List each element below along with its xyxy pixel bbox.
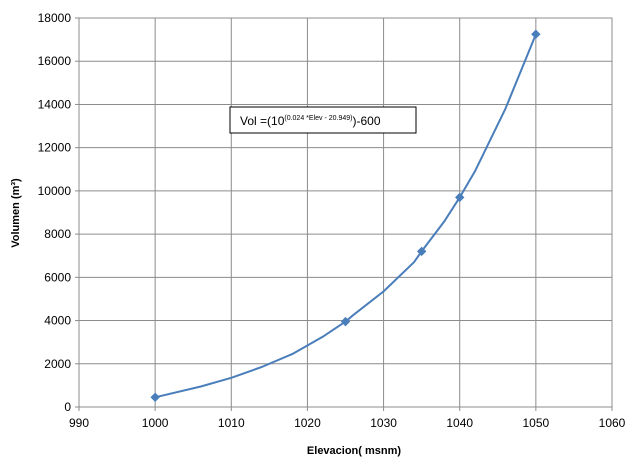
data-point-marker xyxy=(150,392,160,402)
y-tick-label: 18000 xyxy=(38,11,72,25)
x-tick-label: 1040 xyxy=(446,416,473,430)
y-tick-label: 10000 xyxy=(38,184,72,198)
y-tick-label: 16000 xyxy=(38,54,72,68)
grid xyxy=(78,17,613,408)
data-point-marker xyxy=(455,192,465,203)
series-line xyxy=(154,33,537,399)
series-volume xyxy=(154,33,537,399)
x-tick-label: 990 xyxy=(69,416,89,430)
x-tick-label: 1060 xyxy=(599,416,626,430)
plot-border xyxy=(78,17,613,408)
series-markers xyxy=(150,29,541,402)
y-tick-label: 0 xyxy=(64,400,71,414)
y-tick-label: 2000 xyxy=(44,357,71,371)
x-tick-label: 1050 xyxy=(523,416,550,430)
y-tick-label: 14000 xyxy=(38,97,72,111)
y-tick-label: 4000 xyxy=(44,314,71,328)
data-point-marker xyxy=(416,246,427,257)
y-axis-ticks: 0 2000 4000 6000 8000 10000 12000 14000 16000 180… xyxy=(38,11,79,414)
y-tick-label: 6000 xyxy=(44,270,71,284)
data-point-marker xyxy=(340,316,351,327)
data-point-marker xyxy=(531,29,541,39)
x-tick-label: 1000 xyxy=(142,416,169,430)
annotation-box xyxy=(229,106,417,134)
equation-annotation: Vol =(10(0.024 *Elev - 20.949))-600 xyxy=(229,106,417,134)
x-tick-label: 1020 xyxy=(294,416,321,430)
y-tick-label: 8000 xyxy=(44,227,71,241)
x-axis-ticks: 990 1000 1010 1020 1030 1040 1050 1060 xyxy=(69,407,626,430)
y-tick-label: 12000 xyxy=(38,141,72,155)
plot-area xyxy=(78,17,613,408)
x-tick-label: 1030 xyxy=(370,416,397,430)
x-axis-title: Elevacion( msnm) xyxy=(307,445,401,457)
x-tick-label: 1010 xyxy=(218,416,245,430)
y-axis-title: Volumen (m³) xyxy=(10,178,22,248)
annotation-text: Vol =(10(0.024 *Elev - 20.949))-600 xyxy=(240,114,381,128)
